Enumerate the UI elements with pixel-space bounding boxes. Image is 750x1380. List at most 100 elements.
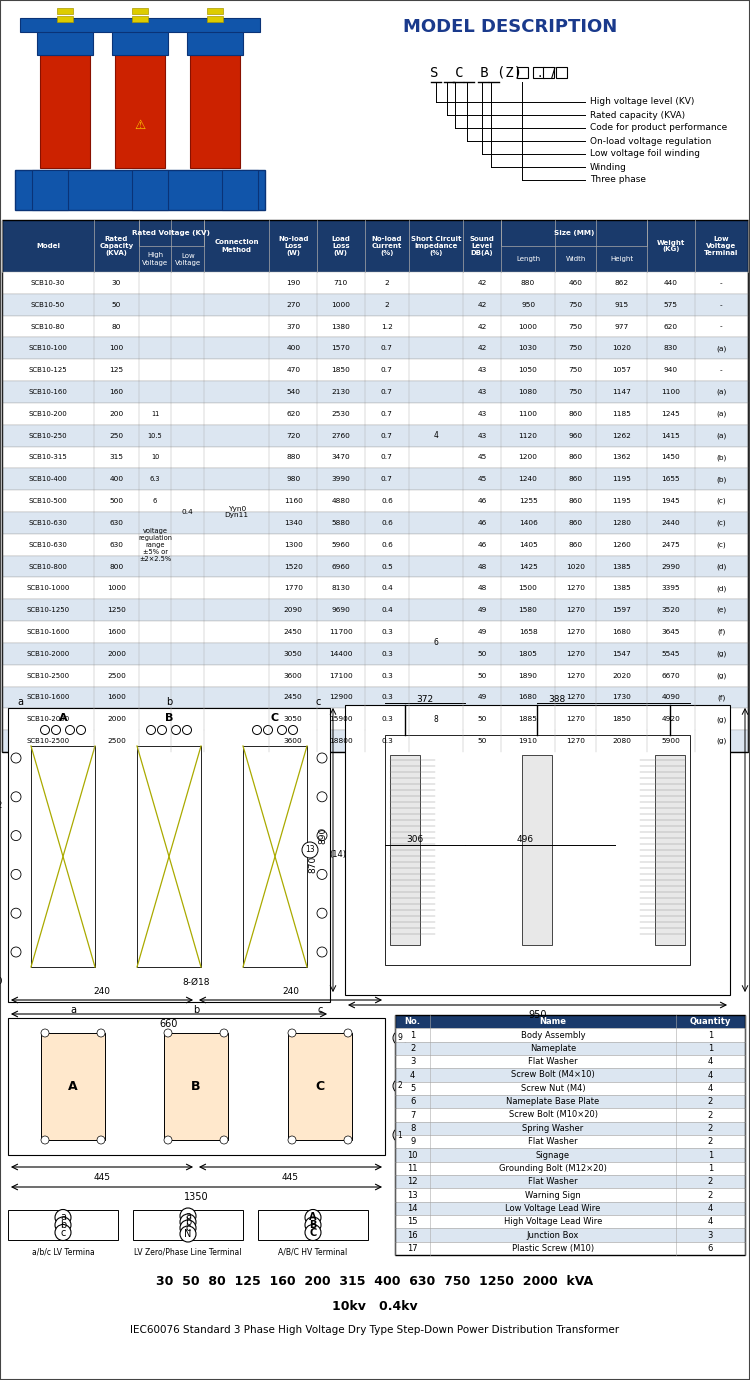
- Text: (g): (g): [716, 672, 727, 679]
- Text: 43: 43: [477, 433, 487, 439]
- Polygon shape: [207, 17, 223, 22]
- Polygon shape: [37, 28, 93, 55]
- Text: 750: 750: [568, 345, 583, 352]
- Text: 45: 45: [477, 476, 487, 482]
- Text: 42: 42: [477, 280, 487, 286]
- Polygon shape: [132, 8, 148, 14]
- Text: 750: 750: [568, 367, 583, 373]
- Text: B: B: [309, 1220, 316, 1230]
- Circle shape: [180, 1208, 196, 1224]
- Text: 160: 160: [110, 389, 124, 395]
- Bar: [395, 1094, 745, 1108]
- Circle shape: [305, 1217, 321, 1232]
- Circle shape: [317, 869, 327, 879]
- Text: Flat Washer: Flat Washer: [528, 1177, 578, 1187]
- Text: Short Circuit
Impedance
(%): Short Circuit Impedance (%): [411, 236, 461, 257]
- Text: 8: 8: [410, 1123, 416, 1133]
- Text: 6.3: 6.3: [150, 476, 160, 482]
- Bar: [395, 1016, 745, 1028]
- Text: 1120: 1120: [518, 433, 538, 439]
- Text: 7: 7: [410, 1111, 416, 1119]
- Text: 750: 750: [568, 302, 583, 308]
- Text: 460: 460: [568, 280, 583, 286]
- Text: 0.3: 0.3: [381, 716, 393, 722]
- Text: (c): (c): [716, 541, 726, 548]
- Text: Body Assembly: Body Assembly: [520, 1031, 585, 1039]
- Bar: [288, 1034, 352, 1140]
- Polygon shape: [207, 8, 223, 14]
- Polygon shape: [222, 170, 258, 210]
- Circle shape: [65, 726, 74, 734]
- Text: N: N: [184, 1230, 192, 1239]
- Text: 4: 4: [708, 1203, 713, 1213]
- Text: 2500: 2500: [107, 738, 126, 744]
- Text: 860: 860: [568, 411, 583, 417]
- Text: 0.4: 0.4: [381, 585, 393, 592]
- Text: High
Voltage: High Voltage: [142, 253, 168, 265]
- Text: SCB10-315: SCB10-315: [28, 454, 68, 461]
- Text: 870: 870: [308, 856, 317, 874]
- Text: 13: 13: [407, 1191, 418, 1199]
- Text: 1405: 1405: [519, 542, 538, 548]
- Polygon shape: [132, 17, 148, 22]
- Text: 17: 17: [407, 1243, 418, 1253]
- Circle shape: [317, 753, 327, 763]
- Text: 960: 960: [568, 433, 583, 439]
- Text: 1195: 1195: [612, 476, 631, 482]
- Text: 370: 370: [286, 323, 300, 330]
- Text: 445: 445: [94, 1173, 110, 1181]
- Bar: [395, 1054, 745, 1068]
- Text: 1270: 1270: [566, 585, 585, 592]
- Text: 400: 400: [286, 345, 300, 352]
- Circle shape: [180, 1225, 196, 1242]
- Text: 11700: 11700: [329, 629, 352, 635]
- Circle shape: [317, 908, 327, 918]
- Text: 0.7: 0.7: [381, 454, 393, 461]
- Text: 1.2: 1.2: [381, 323, 393, 330]
- Text: 8130: 8130: [332, 585, 350, 592]
- Circle shape: [288, 1136, 296, 1144]
- Text: Weight
(KG): Weight (KG): [656, 240, 685, 253]
- Circle shape: [52, 726, 61, 734]
- Text: SCB10-125: SCB10-125: [28, 367, 68, 373]
- Bar: [556, 68, 567, 79]
- Text: Screw Bolt (M10×20): Screw Bolt (M10×20): [509, 1111, 598, 1119]
- Text: 5: 5: [410, 1083, 416, 1093]
- Text: 0.3: 0.3: [381, 694, 393, 701]
- Text: 2990: 2990: [662, 563, 680, 570]
- Text: 3: 3: [708, 1231, 713, 1239]
- Text: Warning Sign: Warning Sign: [525, 1191, 581, 1199]
- Text: 6: 6: [153, 498, 158, 504]
- Text: 50: 50: [477, 672, 487, 679]
- Text: SCB10-1600: SCB10-1600: [26, 694, 70, 701]
- Text: 43: 43: [477, 411, 487, 417]
- Text: 2: 2: [385, 302, 389, 308]
- Text: 1000: 1000: [518, 323, 538, 330]
- Text: (b): (b): [716, 454, 727, 461]
- Text: 4: 4: [708, 1217, 713, 1227]
- Text: 830: 830: [664, 345, 678, 352]
- Text: 1280: 1280: [612, 520, 632, 526]
- Text: 1270: 1270: [566, 629, 585, 635]
- Text: SCB10-2000: SCB10-2000: [26, 651, 70, 657]
- Text: No-load
Current
(%): No-load Current (%): [372, 236, 402, 257]
- Text: Code for product performance: Code for product performance: [590, 123, 728, 132]
- Text: 0.6: 0.6: [381, 542, 393, 548]
- Text: 1658: 1658: [519, 629, 538, 635]
- Text: 4: 4: [410, 1071, 416, 1079]
- Text: 125: 125: [110, 367, 124, 373]
- Polygon shape: [112, 28, 168, 55]
- Text: SCB10-250: SCB10-250: [28, 433, 68, 439]
- Text: 860: 860: [568, 454, 583, 461]
- Circle shape: [55, 1209, 71, 1225]
- Text: -: -: [720, 280, 722, 286]
- Circle shape: [97, 1136, 105, 1144]
- Text: Model: Model: [36, 243, 60, 248]
- Text: 860: 860: [568, 542, 583, 548]
- Text: SCB10-160: SCB10-160: [28, 389, 68, 395]
- Text: SCB10-500: SCB10-500: [28, 498, 68, 504]
- Text: 1425: 1425: [519, 563, 538, 570]
- Text: 45: 45: [477, 454, 487, 461]
- Text: LV Zero/Phase Line Terminal: LV Zero/Phase Line Terminal: [134, 1248, 242, 1257]
- Text: 3470: 3470: [332, 454, 350, 461]
